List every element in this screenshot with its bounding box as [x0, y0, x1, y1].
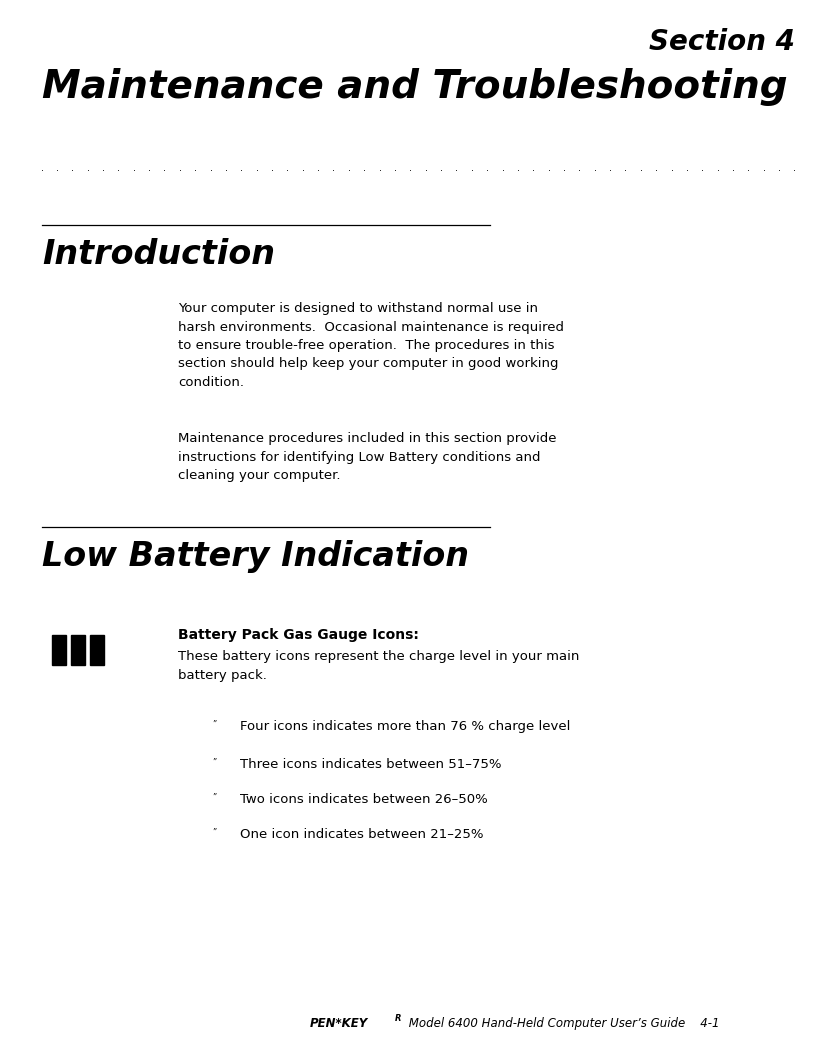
- Text: One icon indicates between 21–25%: One icon indicates between 21–25%: [240, 828, 483, 841]
- Text: .: .: [379, 163, 382, 173]
- Text: .: .: [502, 163, 505, 173]
- Text: .: .: [671, 163, 673, 173]
- Text: .: .: [148, 163, 151, 173]
- Text: .: .: [394, 163, 397, 173]
- Text: .: .: [133, 163, 135, 173]
- Text: .: .: [348, 163, 351, 173]
- Text: Model 6400 Hand-Held Computer User’s Guide    4-1: Model 6400 Hand-Held Computer User’s Gui…: [405, 1017, 719, 1030]
- Text: .: .: [87, 163, 90, 173]
- Text: .: .: [686, 163, 689, 173]
- Text: .: .: [210, 163, 213, 173]
- Text: .: .: [271, 163, 274, 173]
- Text: R: R: [395, 1014, 402, 1023]
- Text: .: .: [425, 163, 427, 173]
- Text: Four icons indicates more than 76 % charge level: Four icons indicates more than 76 % char…: [240, 720, 570, 734]
- Text: .: .: [286, 163, 290, 173]
- Text: .: .: [117, 163, 120, 173]
- Text: .: .: [440, 163, 443, 173]
- Text: ”: ”: [212, 828, 216, 837]
- Text: .: .: [102, 163, 105, 173]
- Text: .: .: [71, 163, 74, 173]
- Text: .: .: [471, 163, 474, 173]
- Text: .: .: [548, 163, 550, 173]
- Text: .: .: [486, 163, 489, 173]
- Text: Maintenance procedures included in this section provide
instructions for identif: Maintenance procedures included in this …: [178, 432, 557, 482]
- Text: .: .: [256, 163, 259, 173]
- Bar: [71, 635, 85, 665]
- Text: Maintenance and Troubleshooting: Maintenance and Troubleshooting: [42, 68, 788, 106]
- Text: .: .: [363, 163, 366, 173]
- Text: .: .: [778, 163, 781, 173]
- Text: .: .: [717, 163, 719, 173]
- Text: .: .: [732, 163, 735, 173]
- Text: Three icons indicates between 51–75%: Three icons indicates between 51–75%: [240, 758, 502, 771]
- Text: .: .: [317, 163, 320, 173]
- Text: ”: ”: [212, 720, 216, 729]
- Text: Introduction: Introduction: [42, 238, 275, 271]
- Text: .: .: [225, 163, 228, 173]
- Text: .: .: [332, 163, 336, 173]
- Text: .: .: [532, 163, 535, 173]
- Text: .: .: [701, 163, 705, 173]
- Text: .: .: [40, 163, 44, 173]
- Text: .: .: [594, 163, 596, 173]
- Bar: [90, 635, 104, 665]
- Text: .: .: [194, 163, 197, 173]
- Text: .: .: [655, 163, 658, 173]
- Text: Battery Pack Gas Gauge Icons:: Battery Pack Gas Gauge Icons:: [178, 628, 419, 642]
- Text: .: .: [640, 163, 643, 173]
- Text: PEN*KEY: PEN*KEY: [310, 1017, 368, 1030]
- Text: .: .: [240, 163, 243, 173]
- Text: .: .: [563, 163, 566, 173]
- Text: .: .: [163, 163, 167, 173]
- Text: .: .: [625, 163, 628, 173]
- Text: Low Battery Indication: Low Battery Indication: [42, 540, 469, 573]
- Text: .: .: [578, 163, 582, 173]
- Text: Section 4: Section 4: [649, 28, 795, 56]
- Text: Two icons indicates between 26–50%: Two icons indicates between 26–50%: [240, 793, 488, 806]
- Text: .: .: [747, 163, 751, 173]
- Text: .: .: [763, 163, 766, 173]
- Text: .: .: [517, 163, 520, 173]
- Text: Your computer is designed to withstand normal use in
harsh environments.  Occasi: Your computer is designed to withstand n…: [178, 302, 564, 389]
- Text: .: .: [609, 163, 612, 173]
- Text: .: .: [302, 163, 304, 173]
- Text: .: .: [179, 163, 182, 173]
- Text: .: .: [409, 163, 412, 173]
- Text: .: .: [56, 163, 59, 173]
- Bar: [52, 635, 66, 665]
- Text: These battery icons represent the charge level in your main
battery pack.: These battery icons represent the charge…: [178, 650, 579, 682]
- Text: ”: ”: [212, 793, 216, 802]
- Text: ”: ”: [212, 758, 216, 767]
- Text: .: .: [794, 163, 796, 173]
- Text: .: .: [455, 163, 459, 173]
